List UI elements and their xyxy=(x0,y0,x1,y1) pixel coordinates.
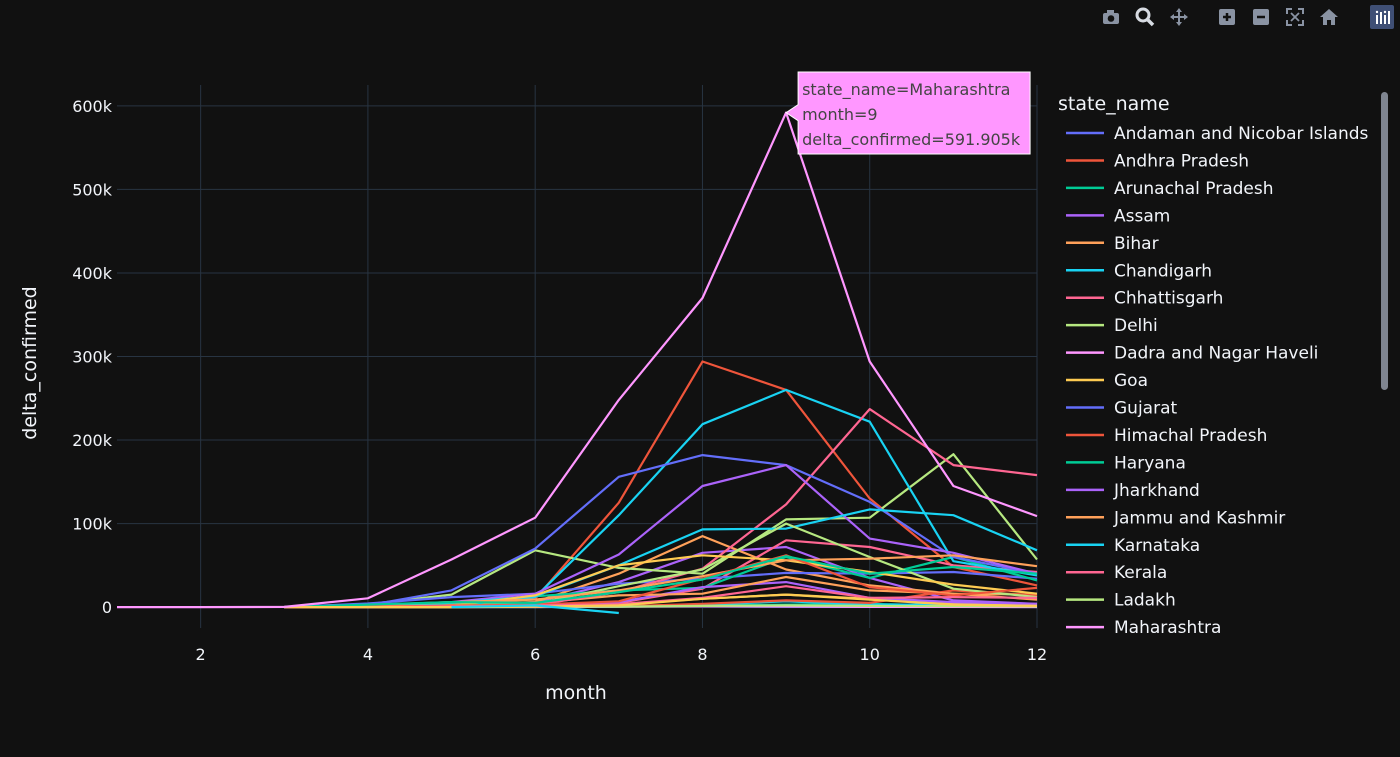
series-line-tamil-nadu[interactable] xyxy=(284,454,1038,609)
legend-item[interactable]: Dadra and Nagar Haveli xyxy=(1066,344,1318,364)
y-tick-label: 100k xyxy=(72,515,113,534)
legend-item[interactable]: Jammu and Kashmir xyxy=(1066,508,1285,528)
tooltip-box xyxy=(785,71,1031,155)
autoscale-icon[interactable] xyxy=(1282,4,1308,30)
legend-label: Arunachal Pradesh xyxy=(1114,179,1274,199)
y-tick-label: 500k xyxy=(72,180,113,199)
x-axis-ticks: 2 4 6 8 10 12 xyxy=(196,645,1048,664)
zoom-out-icon[interactable] xyxy=(1248,4,1274,30)
zoom-icon[interactable] xyxy=(1132,4,1158,30)
legend-title: state_name xyxy=(1058,93,1170,115)
camera-icon[interactable] xyxy=(1098,4,1124,30)
legend-item[interactable]: Kerala xyxy=(1066,563,1167,583)
y-tick-label: 400k xyxy=(72,264,113,283)
tooltip-line: month=9 xyxy=(802,105,878,124)
x-tick-label: 2 xyxy=(196,645,206,664)
x-tick-label: 6 xyxy=(530,645,540,664)
x-tick-label: 8 xyxy=(697,645,707,664)
legend-label: Goa xyxy=(1114,371,1148,391)
legend-label: Haryana xyxy=(1114,453,1186,473)
legend-item[interactable]: Maharashtra xyxy=(1066,618,1221,638)
legend-item[interactable]: Goa xyxy=(1066,371,1148,391)
legend-item[interactable]: Delhi xyxy=(1066,316,1158,336)
legend-label: Chandigarh xyxy=(1114,261,1212,281)
legend-label: Himachal Pradesh xyxy=(1114,426,1267,446)
home-icon[interactable] xyxy=(1316,4,1342,30)
series-line-maharashtra[interactable] xyxy=(117,111,1038,609)
legend-label: Andhra Pradesh xyxy=(1114,151,1249,171)
legend-item[interactable]: Chhattisgarh xyxy=(1066,289,1223,309)
y-tick-label: 600k xyxy=(72,97,113,116)
series-line-madhya-pradesh[interactable] xyxy=(284,555,1038,609)
legend: state_name Andaman and Nicobar Islands An… xyxy=(1058,93,1369,638)
hover-tooltip: state_name=Maharashtra month=9 delta_confi… xyxy=(785,71,1031,155)
y-tick-label: 300k xyxy=(72,348,113,367)
y-tick-label: 200k xyxy=(72,431,113,450)
tooltip-line: state_name=Maharashtra xyxy=(802,80,1010,100)
legend-item[interactable]: Andhra Pradesh xyxy=(1066,151,1249,171)
x-tick-label: 10 xyxy=(860,645,880,664)
legend-label: Kerala xyxy=(1114,563,1167,583)
gridlines xyxy=(117,85,1038,628)
series-line-karnataka[interactable] xyxy=(284,388,1038,609)
legend-item[interactable]: Bihar xyxy=(1066,234,1159,254)
legend-label: Delhi xyxy=(1114,316,1158,336)
modebar xyxy=(1090,2,1394,32)
y-tick-label: 0 xyxy=(102,598,112,617)
legend-item[interactable]: Haryana xyxy=(1066,453,1186,473)
legend-label: Dadra and Nagar Haveli xyxy=(1114,344,1318,364)
legend-item[interactable]: Chandigarh xyxy=(1066,261,1212,281)
x-tick-label: 4 xyxy=(363,645,373,664)
legend-item[interactable]: Andaman and Nicobar Islands xyxy=(1066,124,1369,144)
legend-item[interactable]: Karnataka xyxy=(1066,536,1200,556)
series-line-puducherry[interactable] xyxy=(284,593,1038,609)
legend-scrollbar[interactable] xyxy=(1381,92,1388,390)
pan-icon[interactable] xyxy=(1166,4,1192,30)
series-line-sikkim[interactable] xyxy=(451,604,619,615)
legend-label: Chhattisgarh xyxy=(1114,289,1223,309)
legend-label: Bihar xyxy=(1114,234,1159,254)
legend-label: Jammu and Kashmir xyxy=(1113,508,1285,528)
legend-label: Gujarat xyxy=(1114,399,1177,419)
legend-label: Karnataka xyxy=(1114,536,1200,556)
legend-label: Andaman and Nicobar Islands xyxy=(1114,124,1369,144)
x-tick-label: 12 xyxy=(1027,645,1047,664)
traces[interactable] xyxy=(117,111,1038,615)
legend-item[interactable]: Gujarat xyxy=(1066,399,1177,419)
y-axis-ticks: 0 100k 200k 300k 400k 500k 600k xyxy=(72,97,113,617)
legend-item[interactable]: Arunachal Pradesh xyxy=(1066,179,1274,199)
plotly-logo-icon[interactable] xyxy=(1370,5,1394,29)
legend-label: Maharashtra xyxy=(1114,618,1221,638)
y-axis-label: delta_confirmed xyxy=(19,286,41,439)
legend-label: Assam xyxy=(1114,206,1170,226)
legend-item[interactable]: Jharkhand xyxy=(1066,481,1200,501)
legend-item[interactable]: Himachal Pradesh xyxy=(1066,426,1267,446)
legend-label: Jharkhand xyxy=(1113,481,1200,501)
legend-item[interactable]: Ladakh xyxy=(1066,591,1176,611)
legend-label: Ladakh xyxy=(1114,591,1176,611)
tooltip-line: delta_confirmed=591.905k xyxy=(802,130,1021,150)
x-axis-label: month xyxy=(545,682,607,704)
zoom-in-icon[interactable] xyxy=(1214,4,1240,30)
legend-item[interactable]: Assam xyxy=(1066,206,1170,226)
